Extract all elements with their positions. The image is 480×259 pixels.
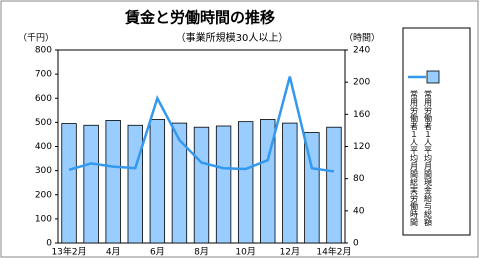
- y2-tick-label: 120: [353, 142, 370, 152]
- y2-tick-label: 160: [353, 110, 370, 120]
- bar: [237, 121, 254, 244]
- y2-tick-label: 200: [353, 78, 370, 88]
- x-tick-label: 8月: [194, 247, 209, 258]
- x-tick-label: 6月: [150, 247, 165, 258]
- chart-title: 賃金と労働時間の推移: [124, 9, 275, 27]
- line: [68, 76, 335, 173]
- legend-label: 常用労働者１人平均月間現金給与総額: [424, 90, 433, 227]
- x-tick-label: 14年2月: [316, 246, 351, 258]
- bar: [193, 126, 210, 244]
- y-tick-label: 100: [35, 214, 52, 224]
- chart-subtitle: （事業所規模30人以上）: [176, 31, 289, 44]
- legend-label: 常用労働者１人平均月間総実労働時間: [410, 90, 419, 227]
- bar: [127, 124, 143, 244]
- y-axis-label: （千円）: [18, 33, 54, 44]
- y-tick-label: 600: [35, 94, 52, 104]
- x-tick-label: 12月: [280, 247, 300, 258]
- y2-tick-label: 0: [353, 239, 359, 249]
- bar: [61, 123, 77, 244]
- y-tick-label: 0: [46, 239, 52, 249]
- x-tick-label: 10月: [235, 247, 255, 258]
- x-tick-label: 13年2月: [51, 246, 86, 258]
- bar: [282, 122, 298, 244]
- bar: [171, 122, 188, 244]
- bar: [326, 126, 342, 244]
- bar: [83, 124, 99, 244]
- bar: [215, 125, 232, 244]
- bar: [304, 132, 320, 244]
- y-tick-label: 700: [35, 70, 52, 80]
- x-tick-label: 4月: [106, 247, 121, 258]
- y-tick-label: 300: [35, 166, 52, 176]
- y2-axis-label: （時間）: [344, 33, 380, 44]
- y-tick-label: 400: [35, 142, 52, 152]
- y2-tick-label: 240: [353, 46, 370, 56]
- legend: [402, 27, 471, 236]
- y-tick-label: 500: [35, 118, 52, 128]
- y2-tick-label: 80: [353, 174, 365, 184]
- legend-swatch: [426, 70, 440, 84]
- y-tick-label: 800: [35, 46, 52, 56]
- bar: [149, 119, 166, 244]
- y-tick-label: 200: [35, 190, 52, 200]
- y2-tick-label: 40: [353, 206, 365, 216]
- bar: [105, 120, 121, 244]
